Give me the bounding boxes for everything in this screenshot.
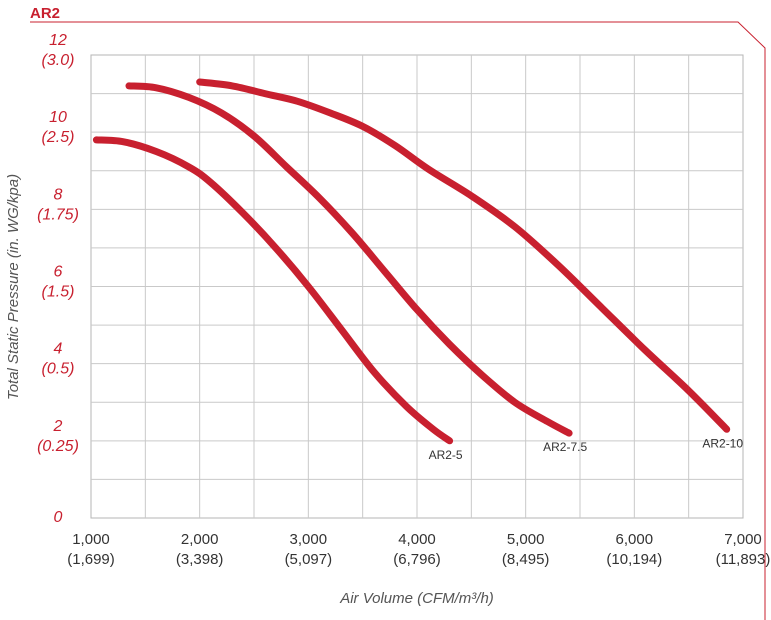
curve-label-ar2-10: AR2-10: [702, 436, 743, 450]
x-tick-sublabel: (11,893): [716, 551, 771, 568]
x-tick-sublabel: (1,699): [67, 551, 115, 568]
curve-label-ar2-5: AR2-5: [429, 448, 463, 462]
curve-label-ar2-7-5: AR2-7.5: [543, 440, 587, 454]
curves: [92, 78, 731, 445]
y-tick-sublabel: (3.0): [42, 52, 75, 69]
curve-ar2-5: [92, 136, 454, 445]
y-tick-sublabel: (0.25): [37, 438, 79, 455]
x-tick-label: 7,000: [724, 531, 762, 548]
x-tick-label: 1,000: [72, 531, 110, 548]
curve-ar2-7-5: [125, 82, 573, 437]
y-tick-label: 8: [54, 186, 63, 203]
y-tick-sublabel: (1.75): [37, 206, 79, 223]
curve-labels: AR2-5 AR2-7.5 AR2-10: [429, 436, 744, 462]
x-tick-sublabel: (6,796): [393, 551, 441, 568]
y-tick-sublabel: (0.5): [42, 361, 75, 378]
x-tick-label: 6,000: [616, 531, 654, 548]
x-tick-label: 2,000: [181, 531, 219, 548]
y-tick-label: 6: [54, 264, 63, 281]
x-axis-title: Air Volume (CFM/m³/h): [339, 590, 494, 607]
x-tick-label: 4,000: [398, 531, 436, 548]
y-tick-sublabel: (1.5): [42, 284, 75, 301]
header-frame: [30, 21, 766, 620]
y-tick-label: 10: [49, 109, 67, 126]
x-tick-sublabel: (5,097): [285, 551, 333, 568]
y-tick-label: 2: [53, 418, 63, 435]
x-axis-ticks: 1,000 (1,699) 2,000 (3,398) 3,000 (5,097) 4,00…: [67, 531, 770, 568]
y-axis-title: Total Static Pressure (in. WG/kpa): [5, 174, 22, 400]
plot-area: AR2-5 AR2-7.5 AR2-10: [90, 54, 744, 519]
x-tick-sublabel: (3,398): [176, 551, 224, 568]
y-axis-ticks: 12 (3.0) 10 (2.5) 8 (1.75) 6 (1.5) 4 (0.5) 2 (0.25)…: [37, 32, 79, 526]
header-title: AR2: [30, 5, 60, 22]
y-tick-label: 12: [49, 32, 67, 49]
x-tick-sublabel: (10,194): [606, 551, 662, 568]
x-tick-label: 5,000: [507, 531, 545, 548]
y-tick-label: 0: [54, 509, 63, 526]
curve-ar2-10: [196, 78, 731, 433]
y-tick-sublabel: (2.5): [42, 129, 75, 146]
x-tick-sublabel: (8,495): [502, 551, 550, 568]
y-tick-label: 4: [54, 341, 63, 358]
x-tick-label: 3,000: [290, 531, 328, 548]
